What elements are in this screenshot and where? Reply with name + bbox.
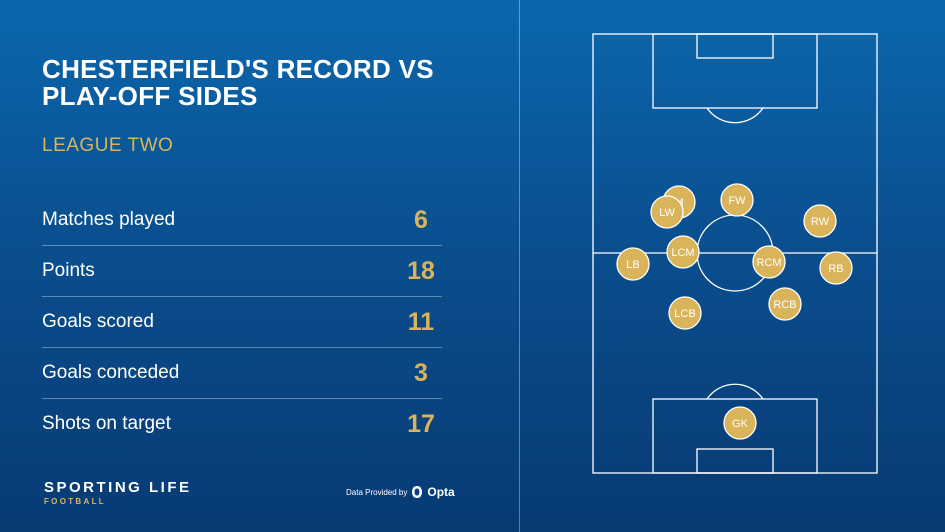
player-label: RCB (773, 299, 796, 311)
player-marker-lcm: LCM (666, 235, 700, 269)
data-credit: Data Provided by Opta (346, 485, 455, 499)
stat-label: Points (42, 260, 95, 281)
player-label: LCB (674, 308, 695, 320)
player-marker-rb: RB (819, 251, 853, 285)
player-marker-lb: LB (616, 247, 650, 281)
player-label: LB (626, 259, 639, 271)
panel-divider (519, 0, 520, 532)
opta-wordmark: Opta (427, 485, 455, 499)
player-marker-rcm: RCM (752, 245, 786, 279)
stat-row-points: Points 18 (42, 246, 442, 297)
stat-row-shots-on-target: Shots on target 17 (42, 399, 442, 449)
stat-row-goals-conceded: Goals conceded 3 (42, 348, 442, 399)
player-label: RW (811, 216, 830, 228)
stat-value: 6 (414, 205, 428, 234)
top-penalty-box (652, 33, 818, 109)
sporting-life-logo: SPORTING LIFE FOOTBALL (44, 479, 192, 506)
stat-value: 3 (414, 358, 428, 387)
player-label: LCM (671, 247, 694, 259)
stats-table: Matches played 6 Points 18 Goals scored … (42, 195, 442, 449)
player-dot (723, 406, 757, 440)
player-marker-rw: RW (803, 204, 837, 238)
stat-value: 17 (407, 409, 435, 438)
league-subtitle: LEAGUE TWO (42, 135, 174, 156)
stat-row-goals-scored: Goals scored 11 (42, 297, 442, 348)
brand-name: SPORTING LIFE (44, 479, 192, 496)
player-marker-gk: GK (723, 406, 757, 440)
player-label: GK (732, 418, 749, 430)
page-title: CHESTERFIELD'S RECORD VS PLAY-OFF SIDES (42, 54, 434, 111)
player-label: RB (828, 263, 843, 275)
brand-sub: FOOTBALL (44, 497, 106, 506)
stat-value: 11 (407, 307, 435, 336)
credit-text: Data Provided by (346, 487, 408, 497)
player-label: RCM (756, 257, 781, 269)
player-dot (666, 235, 700, 269)
player-marker-lcb: LCB (668, 296, 702, 330)
opta-logo-icon (412, 486, 423, 498)
player-dot (803, 204, 837, 238)
bottom-six-yard-box (696, 448, 774, 474)
player-dot (819, 251, 853, 285)
player-dot (752, 245, 786, 279)
top-penalty-arc (706, 107, 764, 124)
stat-label: Goals conceded (42, 362, 180, 383)
player-label: LW (659, 207, 675, 219)
top-six-yard-box (696, 33, 774, 59)
stat-label: Goals scored (42, 311, 154, 332)
player-marker-lw: LW (650, 195, 684, 229)
stat-value: 18 (407, 256, 435, 285)
player-dot (768, 287, 802, 321)
player-dot (616, 247, 650, 281)
player-dot (668, 296, 702, 330)
bottom-penalty-arc (706, 383, 764, 400)
stat-label: Shots on target (42, 413, 171, 434)
player-marker-fw: FW (720, 183, 754, 217)
stat-label: Matches played (42, 209, 176, 230)
player-dot (650, 195, 684, 229)
player-marker-rcb: RCB (768, 287, 802, 321)
stat-row-matches-played: Matches played 6 (42, 195, 442, 246)
player-dot (720, 183, 754, 217)
player-markers: MLWFWRWLBLCMRCMRBLCBRCBGK (616, 183, 853, 440)
player-label: FW (728, 195, 746, 207)
